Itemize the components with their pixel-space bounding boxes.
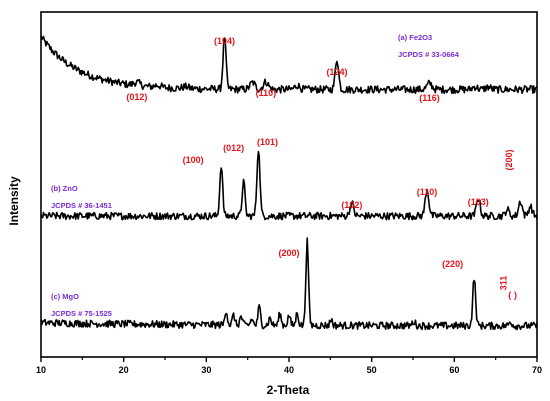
x-tick-label: 40 (284, 365, 294, 375)
x-tick-label: 60 (449, 365, 459, 375)
x-tick-label: 10 (36, 365, 46, 375)
x-tick-label: 70 (532, 365, 542, 375)
peak-label: (200) (504, 149, 514, 170)
peak-label: ) (514, 290, 517, 300)
peak-label: (124) (326, 67, 347, 77)
peak-label: ( (508, 290, 511, 300)
sample-name-label: (c) MgO (51, 292, 79, 301)
peak-label: (100) (183, 155, 204, 165)
peak-label: (012) (223, 143, 244, 153)
peak-label: (220) (442, 259, 463, 269)
series-line-1 (40, 150, 538, 221)
peak-label: (104) (214, 36, 235, 46)
peak-label: (101) (257, 137, 278, 147)
peak-label: (012) (126, 92, 147, 102)
peak-label: (103) (468, 197, 489, 207)
sample-reference-label: JCPDS # 75-1525 (51, 309, 112, 318)
plot-axes: 10 20 30 40 50 60 70 (36, 11, 542, 375)
series-line-2 (40, 237, 538, 331)
sample-reference-label: JCPDS # 33-0664 (398, 50, 460, 59)
x-tick-label: 20 (119, 365, 129, 375)
sample-reference-label: JCPDS # 36-1451 (51, 201, 112, 210)
x-axis-title: 2-Theta (267, 383, 310, 397)
series-line-0 (40, 35, 538, 94)
peak-label: (116) (419, 93, 440, 103)
sample-name-label: (a) Fe2O3 (398, 33, 432, 42)
peak-label: (110) (256, 88, 277, 98)
y-axis-title: Intensity (7, 176, 21, 226)
peak-label: (200) (278, 248, 299, 258)
sample-name-label: (b) ZnO (51, 184, 78, 193)
peak-label: (102) (341, 200, 362, 210)
x-tick-label: 50 (367, 365, 377, 375)
series-layer (40, 35, 538, 331)
plot-frame (40, 11, 538, 358)
peak-label: (110) (417, 187, 438, 197)
peak-label: 311 (498, 276, 508, 291)
x-tick-label: 30 (201, 365, 211, 375)
annotation-layer: (012) (104) (110) (124) (116) (a) Fe2O3 JCPDS … (51, 33, 517, 318)
